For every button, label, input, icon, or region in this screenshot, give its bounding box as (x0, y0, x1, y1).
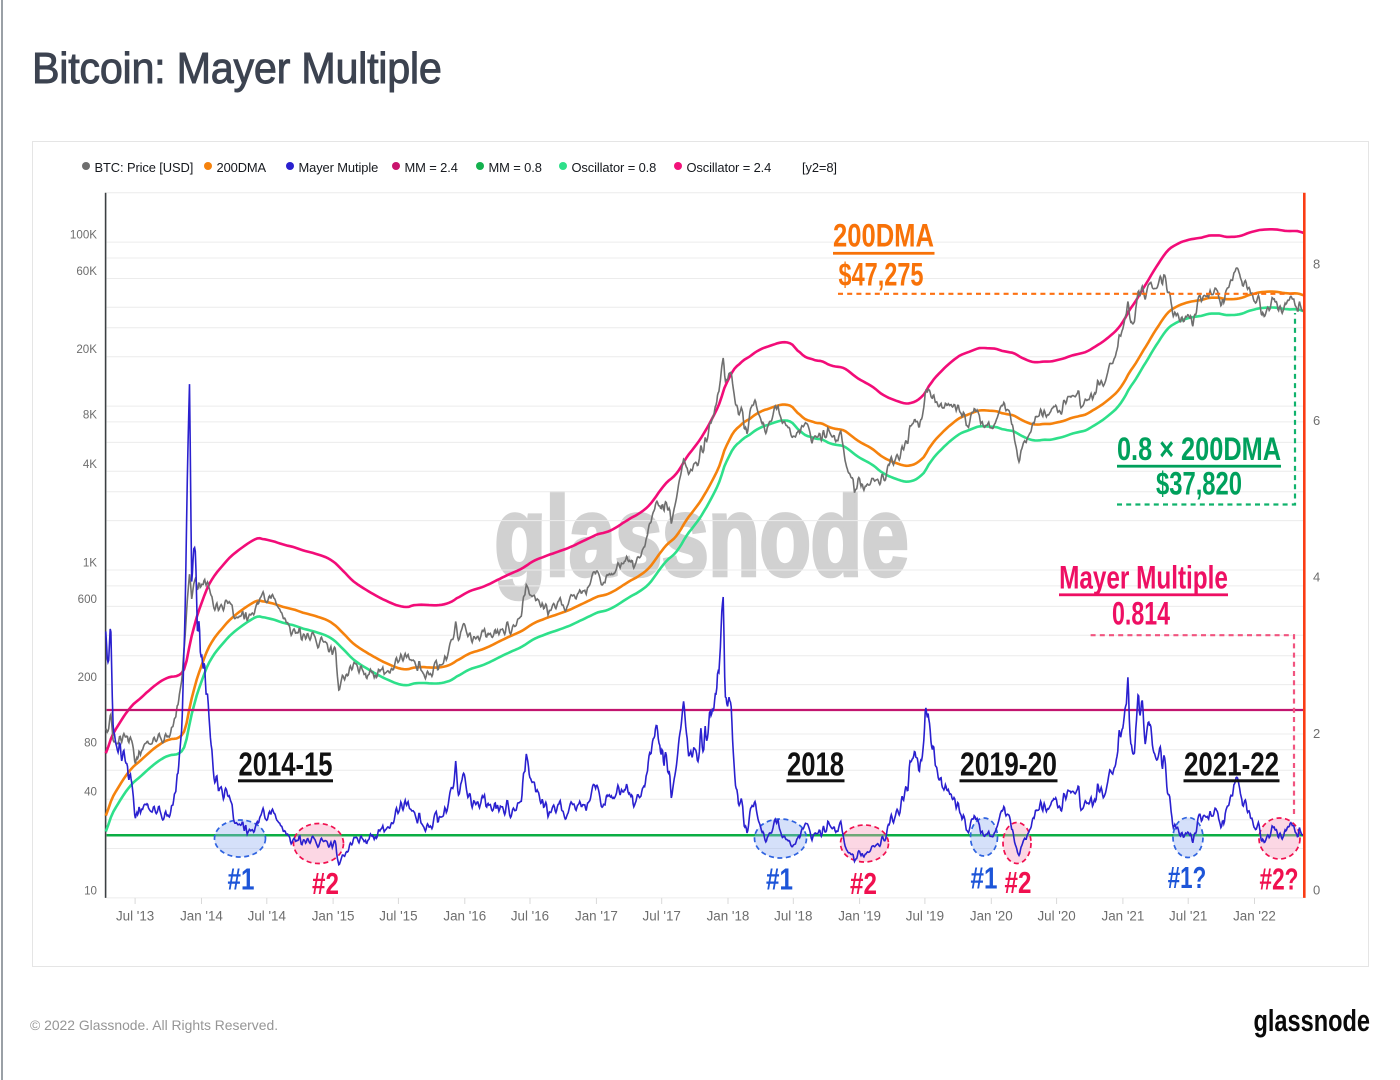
svg-text:2014-15: 2014-15 (239, 746, 333, 783)
svg-text:Jul '15: Jul '15 (379, 909, 417, 924)
svg-text:Jan '19: Jan '19 (838, 909, 881, 924)
svg-text:#1: #1 (766, 862, 793, 897)
svg-text:8: 8 (1313, 256, 1320, 271)
svg-text:Jul '19: Jul '19 (906, 909, 944, 924)
svg-text:$47,275: $47,275 (838, 257, 923, 292)
svg-text:Jul '18: Jul '18 (774, 909, 812, 924)
svg-text:#2: #2 (312, 866, 339, 901)
svg-text:Jan '16: Jan '16 (443, 909, 486, 924)
svg-text:#2: #2 (1005, 865, 1032, 900)
svg-text:Jul '21: Jul '21 (1169, 909, 1207, 924)
svg-text:10: 10 (84, 884, 97, 897)
svg-text:Jul '14: Jul '14 (248, 909, 287, 924)
svg-text:Jan '20: Jan '20 (970, 909, 1013, 924)
svg-text:Mayer Multiple: Mayer Multiple (1059, 560, 1228, 596)
svg-text:#1: #1 (971, 861, 998, 896)
svg-text:2019-20: 2019-20 (960, 747, 1057, 783)
svg-text:6: 6 (1313, 413, 1320, 428)
svg-text:80: 80 (84, 736, 97, 749)
svg-text:Jul '20: Jul '20 (1037, 909, 1075, 924)
svg-text:2018: 2018 (787, 746, 844, 783)
svg-text:Jul '17: Jul '17 (643, 909, 681, 924)
svg-text:40: 40 (84, 786, 97, 799)
svg-text:#2: #2 (850, 866, 877, 901)
svg-text:Jan '14: Jan '14 (180, 909, 223, 924)
svg-text:Jul '13: Jul '13 (116, 909, 154, 924)
svg-text:4: 4 (1313, 570, 1320, 585)
svg-text:600: 600 (78, 593, 97, 606)
svg-text:Jul '16: Jul '16 (511, 909, 549, 924)
svg-text:20K: 20K (76, 343, 97, 356)
svg-text:4K: 4K (83, 458, 97, 471)
svg-text:Jan '22: Jan '22 (1233, 909, 1276, 924)
svg-text:Jan '18: Jan '18 (707, 909, 750, 924)
svg-text:glassnode: glassnode (495, 474, 909, 599)
svg-text:8K: 8K (83, 408, 97, 421)
svg-text:100K: 100K (70, 229, 97, 242)
svg-text:#1?: #1? (1168, 860, 1206, 894)
svg-text:0: 0 (1313, 883, 1320, 898)
svg-text:Jan '17: Jan '17 (575, 909, 618, 924)
svg-text:Jan '21: Jan '21 (1102, 909, 1145, 924)
svg-text:200DMA: 200DMA (833, 219, 934, 254)
svg-text:2021-22: 2021-22 (1184, 746, 1279, 783)
svg-text:$37,820: $37,820 (1156, 465, 1242, 501)
svg-text:0.814: 0.814 (1112, 596, 1170, 632)
svg-text:2: 2 (1313, 726, 1320, 741)
svg-text:1K: 1K (83, 557, 97, 570)
svg-text:#1: #1 (228, 862, 255, 897)
svg-text:200: 200 (78, 671, 97, 684)
svg-text:Jan '15: Jan '15 (312, 909, 355, 924)
svg-text:60K: 60K (76, 265, 97, 278)
svg-text:#2?: #2? (1260, 861, 1299, 896)
svg-text:0.8 × 200DMA: 0.8 × 200DMA (1117, 432, 1281, 467)
